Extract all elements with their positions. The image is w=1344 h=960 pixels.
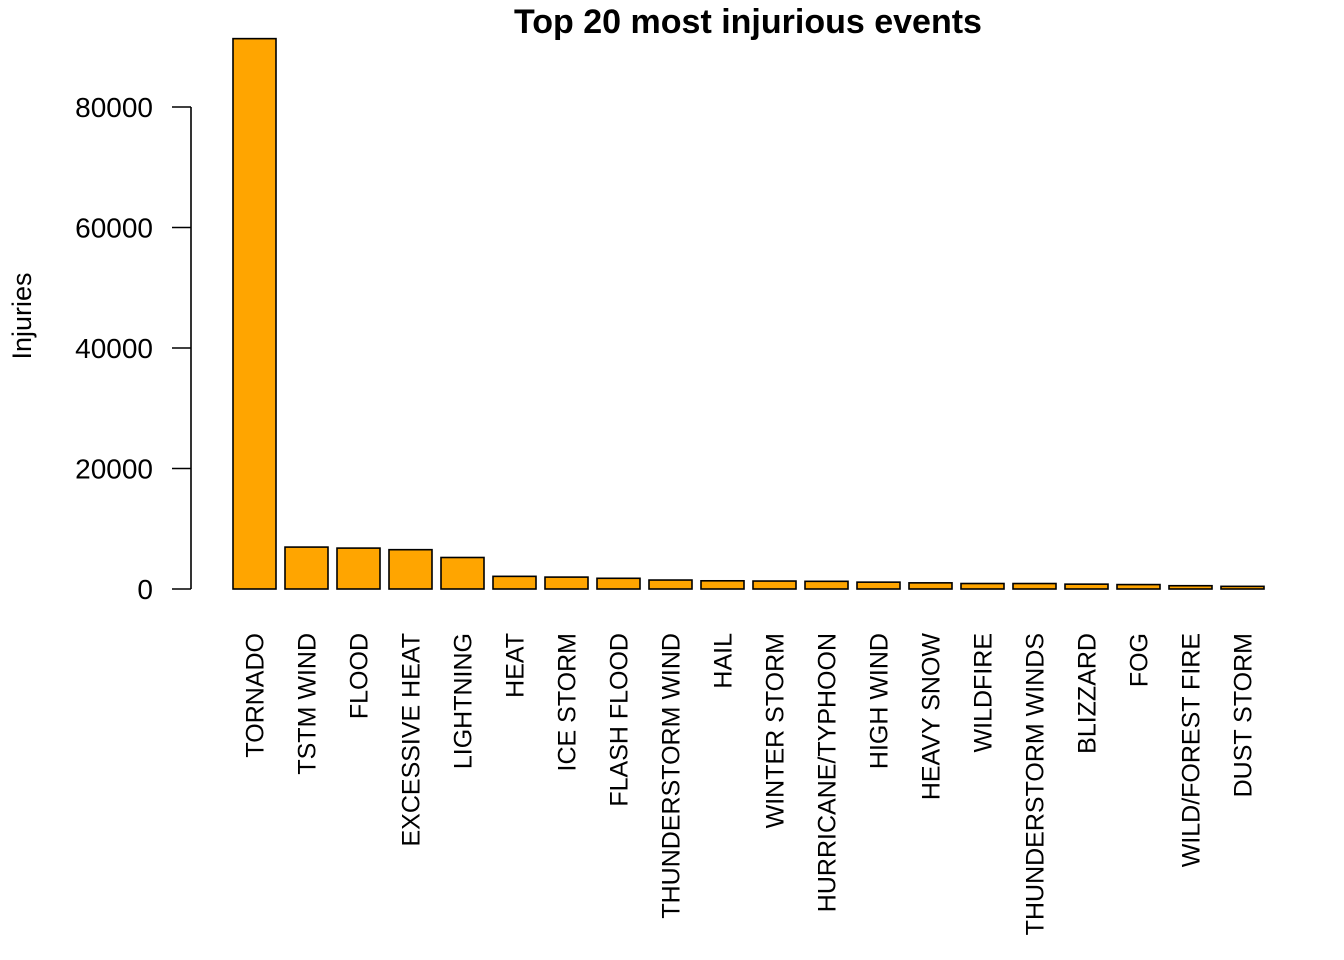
bar [596, 577, 641, 590]
x-tick-label: TORNADO [242, 633, 270, 758]
bar [388, 548, 433, 590]
y-tick-label: 60000 [75, 213, 153, 244]
y-axis: 0 20000 40000 60000 80000 [75, 92, 192, 605]
bar [752, 580, 797, 590]
y-tick-label: 40000 [75, 333, 153, 364]
x-tick-label: HAIL [710, 633, 738, 689]
bar [544, 576, 589, 590]
x-tick-label: FOG [1126, 633, 1154, 687]
bar [1064, 583, 1109, 590]
bar [336, 547, 381, 590]
bar [1168, 584, 1213, 590]
x-tick-label: HURRICANE/TYPHOON [814, 633, 842, 912]
x-tick-label: WILDFIRE [970, 633, 998, 752]
x-tick-label: WINTER STORM [762, 633, 790, 828]
x-tick-label: THUNDERSTORM WIND [658, 633, 686, 919]
bar [960, 582, 1005, 590]
bar [1012, 582, 1057, 590]
x-tick-label: HEAVY SNOW [918, 633, 946, 801]
x-tick-label: TSTM WIND [294, 633, 322, 775]
bar [232, 37, 277, 590]
y-tick-label: 0 [137, 574, 153, 605]
chart-title: Top 20 most injurious events [514, 3, 982, 41]
bar [648, 579, 693, 590]
bar [908, 582, 953, 590]
x-tick-label: FLOOD [346, 633, 374, 719]
bar [804, 580, 849, 590]
bar [440, 556, 485, 590]
x-tick-label: BLIZZARD [1074, 633, 1102, 754]
bar [856, 581, 901, 590]
x-tick-label: THUNDERSTORM WINDS [1022, 633, 1050, 935]
x-tick-label: EXCESSIVE HEAT [398, 633, 426, 847]
bar [1220, 585, 1265, 590]
bars [232, 37, 1265, 590]
x-tick-label: WILD/FOREST FIRE [1178, 633, 1206, 867]
y-tick-label: 20000 [75, 454, 153, 485]
x-tick-label: HEAT [502, 633, 530, 698]
x-tick-label: LIGHTNING [450, 633, 478, 769]
x-tick-label: HIGH WIND [866, 633, 894, 769]
x-tick-label: DUST STORM [1230, 633, 1258, 797]
bar [700, 579, 745, 590]
y-axis-label: Injuries [7, 272, 37, 359]
bar [1116, 583, 1161, 590]
x-axis-labels: TORNADO TSTM WIND FLOOD EXCESSIVE HEAT LIGHT… [242, 633, 1258, 936]
y-tick-label: 80000 [75, 92, 153, 123]
x-tick-label: FLASH FLOOD [606, 633, 634, 807]
bar [284, 546, 329, 590]
x-tick-label: ICE STORM [554, 633, 582, 771]
bar [492, 575, 537, 590]
